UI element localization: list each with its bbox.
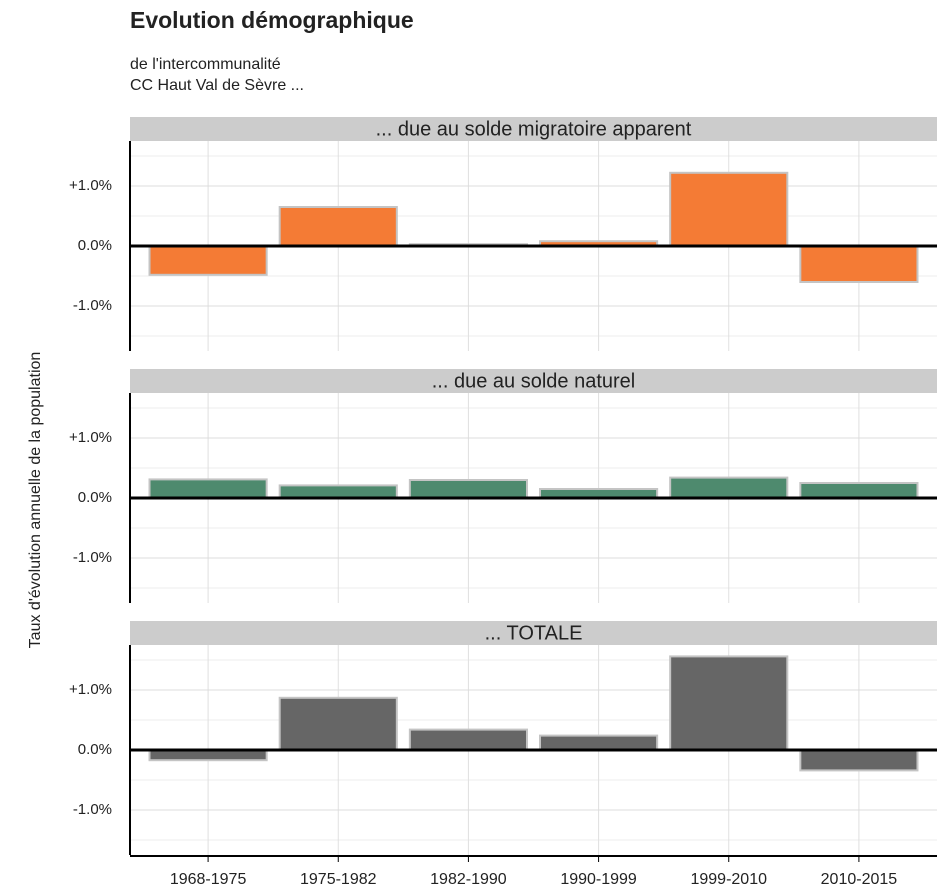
bar [539, 734, 659, 751]
y-tick-label: -1.0% [73, 297, 112, 314]
bar [148, 749, 268, 762]
x-tick-label: 1968-1975 [170, 871, 247, 888]
x-tick-label: 1975-1982 [300, 871, 377, 888]
y-tick-label: +1.0% [69, 429, 112, 446]
bar [799, 482, 919, 499]
bar [278, 206, 398, 247]
y-tick-label: 0.0% [78, 741, 112, 758]
y-tick-label: 0.0% [78, 237, 112, 254]
chart-title: Evolution démographique [130, 7, 414, 33]
facet-strip [130, 117, 937, 141]
bar [278, 696, 398, 751]
y-tick-label: 0.0% [78, 489, 112, 506]
bar [148, 478, 268, 499]
bar [799, 245, 919, 283]
x-tick-label: 1982-1990 [430, 871, 507, 888]
y-tick-label: -1.0% [73, 801, 112, 818]
facet-title: ... due au solde migratoire apparent [376, 118, 692, 140]
bar [148, 245, 268, 276]
facet-strip [130, 621, 937, 645]
bar [669, 171, 789, 247]
bar [799, 749, 919, 772]
facet-title: ... due au solde naturel [432, 370, 635, 392]
y-tick-label: -1.0% [73, 549, 112, 566]
facet-strip [130, 369, 937, 393]
bar [669, 655, 789, 752]
y-tick-label: +1.0% [69, 177, 112, 194]
y-tick-label: +1.0% [69, 681, 112, 698]
chart-subtitle: CC Haut Val de Sèvre ... [130, 77, 304, 94]
x-tick-label: 2010-2015 [821, 871, 898, 888]
x-tick-label: 1990-1999 [560, 871, 637, 888]
chart-subtitle: de l'intercommunalité [130, 56, 281, 73]
bar [669, 476, 789, 500]
bar [408, 479, 528, 499]
y-axis-label: Taux d'évolution annuelle de la populati… [27, 352, 44, 649]
bar [278, 484, 398, 499]
facet-title: ... TOTALE [485, 622, 583, 644]
bar [408, 728, 528, 751]
x-tick-label: 1999-2010 [690, 871, 767, 888]
